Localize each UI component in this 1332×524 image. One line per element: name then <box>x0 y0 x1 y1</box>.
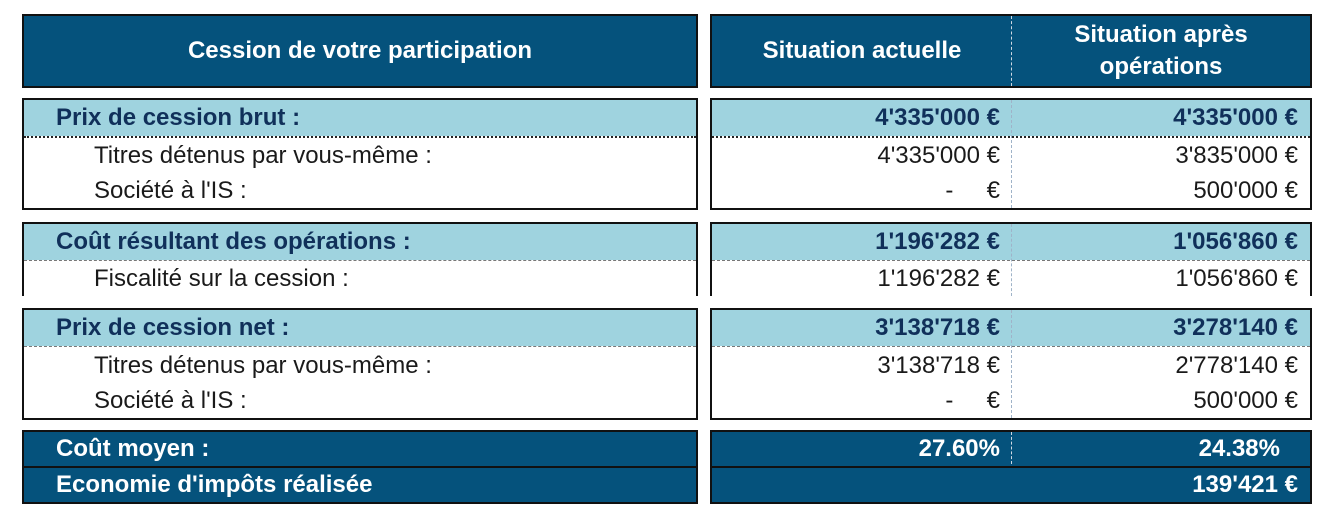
section2-row1-col2: 1'056'860 € <box>1175 265 1298 292</box>
header-col1: Situation actuelle <box>712 16 1012 86</box>
section1-right: 4'335'000 € 4'335'000 € 4'335'000 € 3'83… <box>710 98 1312 210</box>
header-left: Cession de votre participation <box>22 14 698 88</box>
section2-left: Coût résultant des opérations : Fiscalit… <box>22 222 698 296</box>
section1-row1-label: Titres détenus par vous-même : <box>94 142 432 169</box>
section1-row1-col1: 4'335'000 € <box>877 142 1000 169</box>
section2-title: Coût résultant des opérations : <box>24 224 696 260</box>
section3-right: 3'138'718 € 3'278'140 € 3'138'718 € 2'77… <box>710 308 1312 420</box>
section1-row2-col1: - € <box>945 177 1000 204</box>
section3-row2-col2: 500'000 € <box>1193 387 1298 414</box>
section2-total-col1: 1'196'282 € <box>875 228 1000 255</box>
footer-left: Coût moyen : Economie d'impôts réalisée <box>22 430 698 504</box>
header-col1-label: Situation actuelle <box>762 37 962 64</box>
section1-left: Prix de cession brut : Titres détenus pa… <box>22 98 698 210</box>
section2-right: 1'196'282 € 1'056'860 € 1'196'282 € 1'05… <box>710 222 1312 296</box>
section2-row1-col1: 1'196'282 € <box>877 265 1000 292</box>
section1-row1-col2: 3'835'000 € <box>1175 142 1298 169</box>
section3-row2-label: Société à l'IS : <box>94 387 247 414</box>
section1-total-col1: 4'335'000 € <box>875 104 1000 131</box>
section3-title: Prix de cession net : <box>24 310 696 346</box>
section3-row1-col1: 3'138'718 € <box>877 352 1000 379</box>
section3-total-col1: 3'138'718 € <box>875 314 1000 341</box>
average-cost-label: Coût moyen : <box>56 435 210 462</box>
tax-savings-value: 139'421 € <box>1192 471 1298 498</box>
section2-total-col2: 1'056'860 € <box>1173 228 1298 255</box>
section3-left: Prix de cession net : Titres détenus par… <box>22 308 698 420</box>
section1-row2-label: Société à l'IS : <box>94 177 247 204</box>
tax-savings-label: Economie d'impôts réalisée <box>56 471 373 498</box>
section3-row2-col1: - € <box>945 387 1000 414</box>
section1-total-col2: 4'335'000 € <box>1173 104 1298 131</box>
section1-row2-col2: 500'000 € <box>1193 177 1298 204</box>
header-col2-label: Situation après opérations <box>1074 21 1248 80</box>
section3-total-col2: 3'278'140 € <box>1173 314 1298 341</box>
section3-row1-col2: 2'778'140 € <box>1175 352 1298 379</box>
section1-title: Prix de cession brut : <box>24 100 696 136</box>
header-right: Situation actuelle Situation après opéra… <box>710 14 1312 88</box>
header-col2: Situation après opérations <box>1012 16 1310 86</box>
section2-row1-label: Fiscalité sur la cession : <box>94 265 349 292</box>
average-cost-col1: 27.60% <box>918 435 1000 462</box>
header-left-label: Cession de votre participation <box>187 37 533 64</box>
section3-row1-label: Titres détenus par vous-même : <box>94 352 432 379</box>
average-cost-col2: 24.38% <box>1198 435 1280 462</box>
footer-right: 27.60% 24.38% 139'421 € <box>710 430 1312 504</box>
